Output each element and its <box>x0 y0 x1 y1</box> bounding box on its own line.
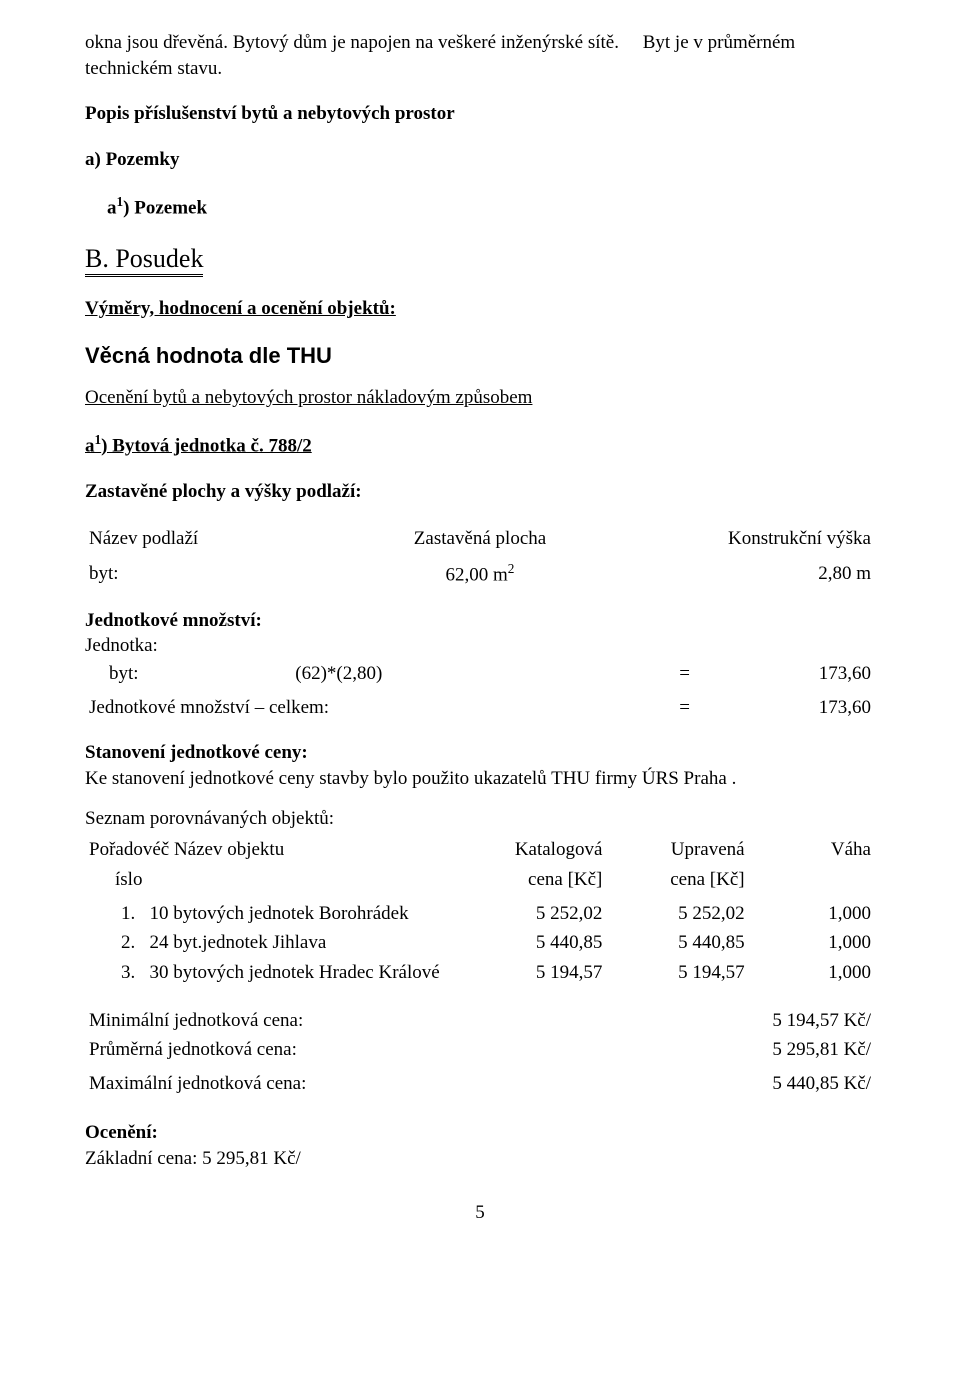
compare-head-upr2: cena [Kč] <box>606 865 748 895</box>
compare-head-kat1: Katalogová <box>464 835 606 865</box>
r3-w: 1,000 <box>749 958 875 988</box>
r1-name: 10 bytových jednotek Borohrádek <box>150 903 409 924</box>
page-number: 5 <box>85 1200 875 1226</box>
compare-r3: 3. 30 bytových jednotek Hradec Králové <box>85 958 464 988</box>
r2-idx: 2. <box>121 932 135 953</box>
r1-idx: 1. <box>121 903 135 924</box>
floors-area-val: 62,00 m <box>446 564 508 585</box>
stats-avg-v: 5 295,81 Kč/ <box>599 1035 876 1065</box>
heading-compare-list: Seznam porovnávaných objektů: <box>85 806 875 832</box>
r2-kat: 5 440,85 <box>464 928 606 958</box>
r2-w: 1,000 <box>749 928 875 958</box>
table-compare: Pořadovéč Název objektu Katalogová Uprav… <box>85 835 875 987</box>
compare-r1: 1. 10 bytových jednotek Borohrádek <box>85 899 464 929</box>
heading-oceneni-final: Ocenění: <box>85 1120 875 1146</box>
table-stats: Minimální jednotková cena: 5 194,57 Kč/ … <box>85 1002 875 1103</box>
qty-eq-1: = <box>555 659 815 689</box>
qty-row-name: byt: <box>85 659 291 689</box>
stats-avg-l: Průměrná jednotková cena: <box>85 1035 599 1065</box>
unit-post: ) Bytová jednotka č. 788/2 <box>101 435 312 456</box>
r1-w: 1,000 <box>749 899 875 929</box>
quantity-subtitle: Jednotka: <box>85 633 875 659</box>
heading-posudek: B. Posudek <box>85 241 875 276</box>
intro-line-1b: Byt je v průměrném <box>643 32 796 53</box>
compare-r2: 2. 24 byt.jednotek Jihlava <box>85 928 464 958</box>
r3-upr: 5 194,57 <box>606 958 748 988</box>
heading-thu: Věcná hodnota dle THU <box>85 341 875 371</box>
r2-name: 24 byt.jednotek Jihlava <box>150 932 327 953</box>
table-row: 3. 30 bytových jednotek Hradec Králové 5… <box>85 958 875 988</box>
qty-eq-2: = <box>555 693 815 723</box>
compare-head-seq1: Pořadovéč <box>89 839 169 860</box>
floors-row-name: byt: <box>85 558 346 590</box>
stats-min-l: Minimální jednotková cena: <box>85 1006 599 1036</box>
heading-accessories: Popis příslušenství bytů a nebytových pr… <box>85 101 875 127</box>
floors-row-area: 62,00 m2 <box>346 558 615 590</box>
heading-pozemek: a1) Pozemek <box>85 193 875 221</box>
table-row: 1. 10 bytových jednotek Borohrádek 5 252… <box>85 899 875 929</box>
table-row: 2. 24 byt.jednotek Jihlava 5 440,85 5 44… <box>85 928 875 958</box>
intro-line-1a: okna jsou dřevěná. Bytový dům je napojen… <box>85 32 619 53</box>
floors-row-height: 2,80 m <box>614 558 875 590</box>
heading-unitprice: Stanovení jednotkové ceny: <box>85 740 875 766</box>
document-page: okna jsou dřevěná. Bytový dům je napojen… <box>0 0 960 1245</box>
qty-row-formula: (62)*(2,80) <box>291 659 554 689</box>
heading-floors: Zastavěné plochy a výšky podlaží: <box>85 479 875 505</box>
pozemek-post: ) Pozemek <box>123 197 207 218</box>
compare-head-w: Váha <box>749 835 875 865</box>
compare-head-1: Pořadovéč Název objektu <box>85 835 464 865</box>
compare-head-kat2: cena [Kč] <box>464 865 606 895</box>
compare-head-upr1: Upravená <box>606 835 748 865</box>
floors-col2: Zastavěná plocha <box>346 524 615 554</box>
posudek-title: B. Posudek <box>85 244 203 277</box>
intro-line-1c: technickém stavu. <box>85 58 222 79</box>
unit-pre: a <box>85 435 95 456</box>
r3-kat: 5 194,57 <box>464 958 606 988</box>
floors-col3: Konstrukční výška <box>614 524 875 554</box>
floors-col1: Název podlaží <box>85 524 346 554</box>
r3-idx: 3. <box>121 962 135 983</box>
r1-upr: 5 252,02 <box>606 899 748 929</box>
r1-kat: 5 252,02 <box>464 899 606 929</box>
stats-min-v: 5 194,57 Kč/ <box>599 1006 876 1036</box>
valuation-base: Základní cena: 5 295,81 Kč/ <box>85 1146 875 1172</box>
compare-head-name: Název objektu <box>174 839 284 860</box>
pozemek-pre: a <box>107 197 117 218</box>
stats-max-v: 5 440,85 Kč/ <box>599 1069 876 1099</box>
compare-head-blank <box>749 865 875 895</box>
heading-unit: a1) Bytová jednotka č. 788/2 <box>85 431 875 459</box>
qty-row-val: 173,60 <box>815 659 875 689</box>
heading-vymery: Výměry, hodnocení a ocenění objektů: <box>85 296 875 322</box>
heading-oceneni: Ocenění bytů a nebytových prostor náklad… <box>85 385 875 411</box>
r3-name: 30 bytových jednotek Hradec Králové <box>150 962 440 983</box>
qty-total-val: 173,60 <box>815 693 875 723</box>
unitprice-text: Ke stanovení jednotkové ceny stavby bylo… <box>85 766 875 792</box>
table-quantity: byt: (62)*(2,80) = 173,60 Jednotkové mno… <box>85 659 875 722</box>
table-floors: Název podlaží Zastavěná plocha Konstrukč… <box>85 524 875 590</box>
heading-pozemky: a) Pozemky <box>85 147 875 173</box>
heading-quantity: Jednotkové množství: <box>85 608 875 634</box>
r2-upr: 5 440,85 <box>606 928 748 958</box>
intro-paragraph: okna jsou dřevěná. Bytový dům je napojen… <box>85 30 875 81</box>
qty-total-label: Jednotkové množství – celkem: <box>85 693 555 723</box>
stats-max-l: Maximální jednotková cena: <box>85 1069 599 1099</box>
floors-area-sup: 2 <box>508 561 515 576</box>
compare-head-seq2: íslo <box>85 865 464 895</box>
